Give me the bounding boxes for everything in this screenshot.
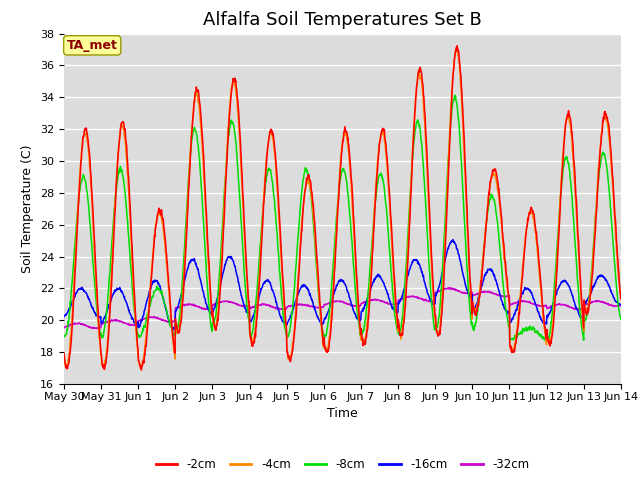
- Text: TA_met: TA_met: [67, 39, 118, 52]
- Y-axis label: Soil Temperature (C): Soil Temperature (C): [22, 144, 35, 273]
- Legend: -2cm, -4cm, -8cm, -16cm, -32cm: -2cm, -4cm, -8cm, -16cm, -32cm: [151, 454, 534, 476]
- X-axis label: Time: Time: [327, 407, 358, 420]
- Title: Alfalfa Soil Temperatures Set B: Alfalfa Soil Temperatures Set B: [203, 11, 482, 29]
